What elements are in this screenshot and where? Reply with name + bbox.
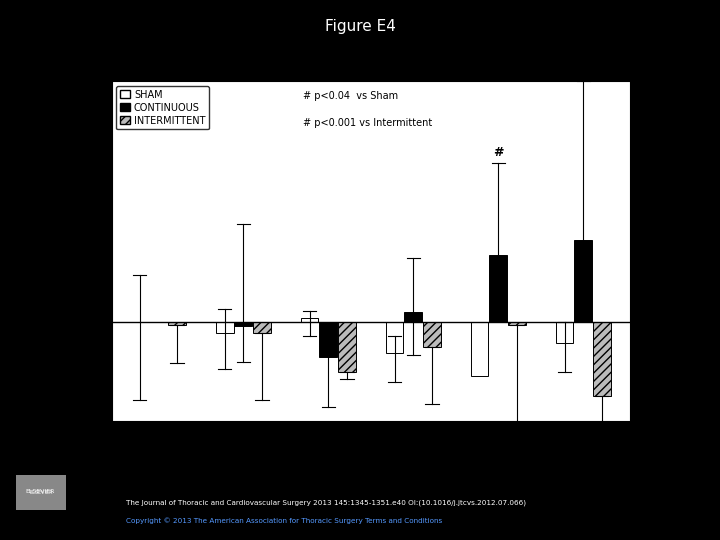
Bar: [301, 318, 318, 322]
Bar: [556, 322, 573, 343]
Bar: [253, 322, 271, 333]
Text: Figure E4: Figure E4: [325, 19, 395, 34]
Text: The Journal of Thoracic and Cardiovascular Surgery 2013 145:1345-1351.e40 OI:(10: The Journal of Thoracic and Cardiovascul…: [126, 500, 526, 506]
X-axis label: Time (hours): Time (hours): [336, 444, 406, 454]
Text: #: #: [590, 65, 601, 78]
Text: #: #: [493, 146, 503, 159]
Bar: [423, 322, 441, 348]
Legend: SHAM, CONTINUOUS, INTERMITTENT: SHAM, CONTINUOUS, INTERMITTENT: [117, 86, 210, 130]
Bar: [405, 312, 422, 322]
Bar: [320, 322, 337, 357]
Text: ELSEVIER: ELSEVIER: [30, 490, 53, 495]
Text: ELSEVIER: ELSEVIER: [25, 489, 55, 494]
Bar: [386, 322, 403, 353]
Bar: [490, 255, 507, 322]
Text: # p<0.04  vs Sham: # p<0.04 vs Sham: [303, 91, 399, 101]
Text: n: n: [573, 68, 580, 78]
Bar: [508, 322, 526, 325]
Bar: [235, 322, 252, 326]
Bar: [593, 322, 611, 396]
Text: Copyright © 2013 The American Association for Thoracic Surgery Terms and Conditi: Copyright © 2013 The American Associatio…: [126, 517, 442, 524]
Bar: [471, 322, 488, 376]
Bar: [338, 322, 356, 372]
Bar: [575, 240, 592, 322]
Bar: [216, 322, 233, 333]
Y-axis label: Δ% RV MYOCARDIAL PERFORMANCE INDEX: Δ% RV MYOCARDIAL PERFORMANCE INDEX: [68, 146, 78, 356]
Bar: [168, 322, 186, 325]
Text: # p<0.001 vs Intermittent: # p<0.001 vs Intermittent: [303, 118, 433, 129]
